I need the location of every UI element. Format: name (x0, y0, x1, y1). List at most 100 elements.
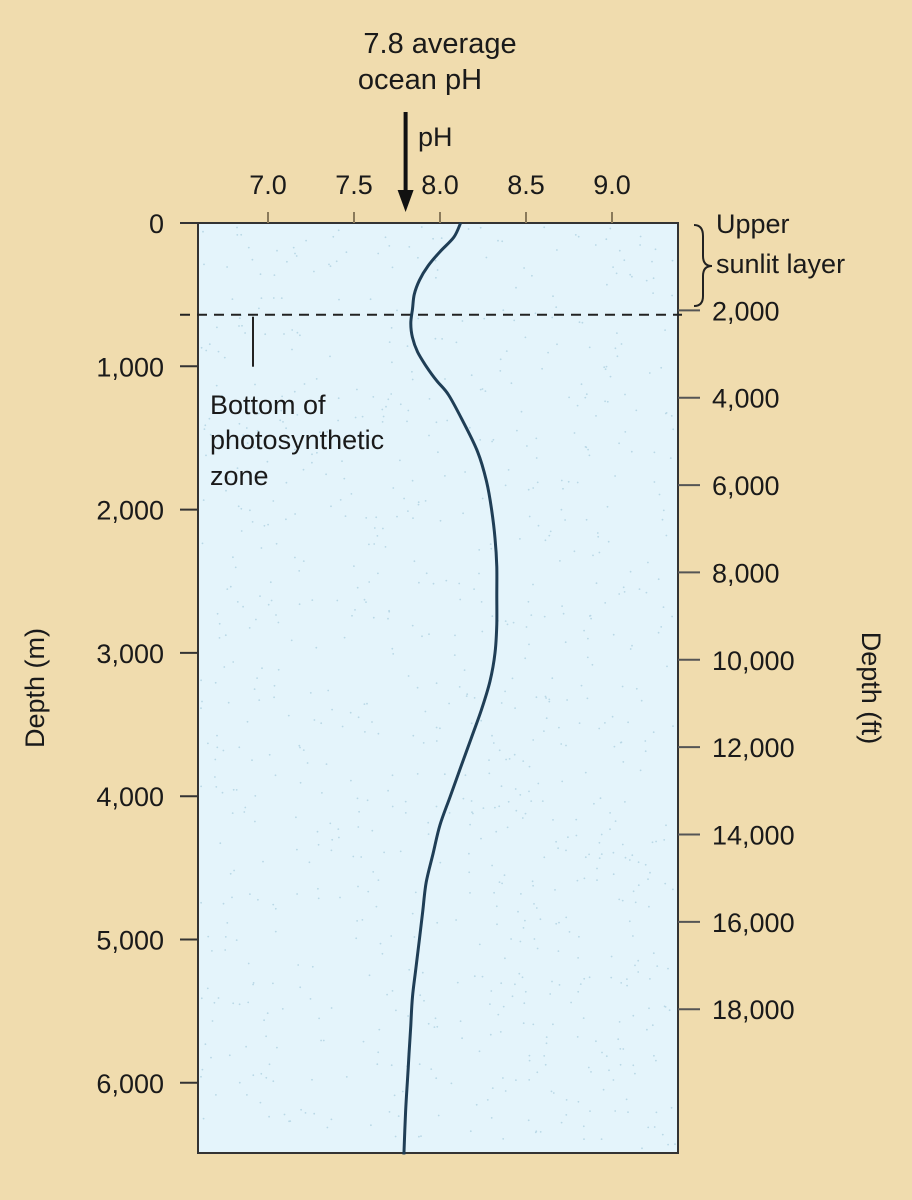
texture-dot (587, 1066, 590, 1069)
texture-dot (368, 543, 370, 546)
texture-dot (515, 809, 518, 812)
texture-dot (535, 1130, 538, 1133)
texture-dot (381, 421, 384, 423)
texture-dot (558, 726, 560, 729)
texture-dot (660, 626, 663, 628)
texture-dot (478, 943, 481, 946)
texture-dot (231, 298, 234, 300)
texture-dot (268, 1063, 271, 1066)
texture-dot (366, 702, 368, 705)
texture-dot (225, 489, 227, 492)
texture-dot (376, 1063, 379, 1066)
texture-dot (200, 901, 203, 904)
texture-dot (235, 789, 238, 791)
right-y-tick-label: 16,000 (712, 908, 795, 938)
texture-dot (427, 833, 430, 835)
texture-dot (287, 714, 290, 717)
texture-dot (640, 699, 643, 702)
texture-dot (256, 677, 258, 679)
texture-dot (282, 421, 284, 423)
right-y-tick-label: 6,000 (712, 471, 780, 501)
texture-dot (266, 460, 269, 463)
texture-dot (506, 623, 509, 626)
texture-dot (660, 366, 663, 369)
texture-dot (551, 677, 554, 680)
texture-dot (508, 758, 511, 760)
texture-dot (541, 800, 544, 802)
texture-dot (461, 1037, 463, 1040)
texture-dot (512, 621, 515, 624)
texture-dot (656, 965, 659, 967)
texture-dot (662, 606, 665, 608)
texture-dot (224, 936, 227, 938)
texture-dot (533, 938, 536, 940)
texture-dot (629, 570, 632, 573)
texture-dot (527, 1119, 530, 1122)
texture-dot (608, 1069, 610, 1072)
texture-dot (411, 370, 413, 373)
texture-dot (473, 588, 475, 590)
texture-dot (653, 451, 656, 454)
texture-dot (428, 434, 430, 437)
texture-dot (578, 722, 581, 724)
texture-dot (238, 1081, 241, 1084)
texture-dot (557, 950, 560, 952)
texture-dot (544, 695, 547, 698)
texture-dot (391, 266, 394, 269)
texture-dot (427, 1022, 430, 1025)
texture-dot (226, 922, 229, 924)
texture-dot (384, 236, 387, 239)
texture-dot (558, 984, 561, 986)
texture-dot (223, 356, 226, 359)
texture-dot (624, 856, 627, 859)
left-y-tick-label: 6,000 (96, 1069, 164, 1099)
texture-dot (370, 1124, 372, 1127)
texture-dot (501, 882, 503, 885)
texture-dot (209, 433, 212, 436)
texture-dot (620, 982, 623, 984)
texture-dot (245, 1045, 248, 1048)
texture-dot (433, 1026, 436, 1028)
texture-dot (387, 398, 390, 401)
texture-dot (369, 298, 372, 301)
texture-dot (520, 410, 523, 413)
texture-dot (259, 1101, 262, 1104)
texture-dot (391, 805, 394, 808)
texture-dot (458, 686, 461, 688)
texture-dot (600, 1138, 603, 1140)
texture-dot (614, 475, 616, 477)
texture-dot (556, 249, 558, 251)
texture-dot (616, 355, 619, 358)
texture-dot (502, 1138, 505, 1140)
texture-dot (603, 366, 606, 369)
texture-dot (665, 824, 667, 827)
texture-dot (336, 599, 339, 602)
texture-dot (247, 246, 250, 249)
texture-dot (444, 378, 446, 380)
texture-dot (481, 630, 484, 633)
texture-dot (672, 725, 674, 727)
texture-dot (630, 450, 633, 453)
texture-dot (583, 629, 585, 632)
texture-dot (651, 1024, 654, 1027)
texture-dot (319, 431, 321, 433)
texture-dot (412, 734, 415, 737)
texture-dot (565, 849, 567, 852)
texture-dot (356, 586, 359, 589)
texture-dot (240, 530, 243, 532)
texture-dot (311, 453, 313, 456)
left-y-tick-label: 2,000 (96, 496, 164, 526)
texture-dot (639, 235, 642, 238)
texture-dot (424, 500, 427, 502)
texture-dot (528, 1079, 531, 1081)
texture-dot (472, 812, 474, 815)
texture-dot (354, 609, 356, 611)
texture-dot (238, 1003, 241, 1006)
texture-dot (458, 582, 461, 585)
texture-dot (234, 566, 237, 569)
texture-dot (632, 935, 634, 937)
texture-dot (604, 368, 607, 371)
texture-dot (413, 936, 416, 938)
texture-dot (311, 1078, 313, 1081)
texture-dot (668, 1009, 671, 1012)
